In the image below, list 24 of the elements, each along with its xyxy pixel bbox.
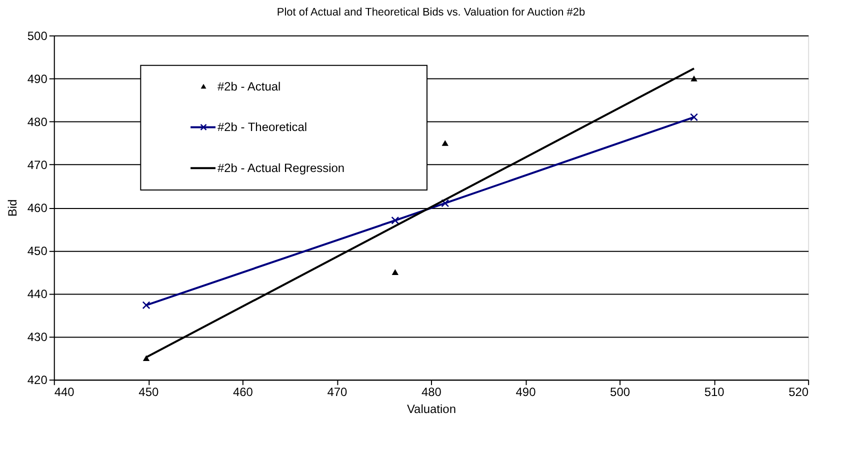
y-tick-label: 500 bbox=[27, 28, 48, 43]
x-axis-title: Valuation bbox=[406, 402, 456, 416]
x-tick-label: 520 bbox=[788, 385, 809, 400]
x-tick-label: 450 bbox=[138, 385, 159, 400]
x-tick-label: 440 bbox=[54, 385, 75, 400]
y-axis-title: Bid bbox=[5, 199, 20, 217]
x-tick-label: 490 bbox=[516, 385, 536, 400]
legend-label: #2b - Theoretical bbox=[217, 120, 308, 134]
legend-label: #2b - Actual bbox=[217, 79, 281, 94]
y-tick-label: 470 bbox=[27, 158, 48, 172]
x-tick-label: 480 bbox=[421, 385, 442, 400]
legend-label: #2b - Actual Regression bbox=[217, 161, 345, 176]
chart-title: Plot of Actual and Theoretical Bids vs. Valuation for Auction #2b bbox=[276, 6, 586, 18]
y-tick-label: 490 bbox=[27, 72, 48, 86]
x-tick-label: 500 bbox=[610, 385, 630, 400]
y-tick-label: 460 bbox=[27, 200, 48, 215]
y-tick-label: 480 bbox=[27, 114, 48, 129]
x-tick-label: 510 bbox=[704, 385, 725, 400]
y-tick-label: 420 bbox=[27, 373, 48, 388]
x-tick-label: 460 bbox=[232, 385, 254, 400]
x-tick-label: 470 bbox=[327, 385, 348, 400]
y-tick-label: 440 bbox=[27, 287, 48, 302]
y-tick-label: 450 bbox=[27, 244, 48, 258]
y-tick-label: 430 bbox=[27, 330, 48, 344]
